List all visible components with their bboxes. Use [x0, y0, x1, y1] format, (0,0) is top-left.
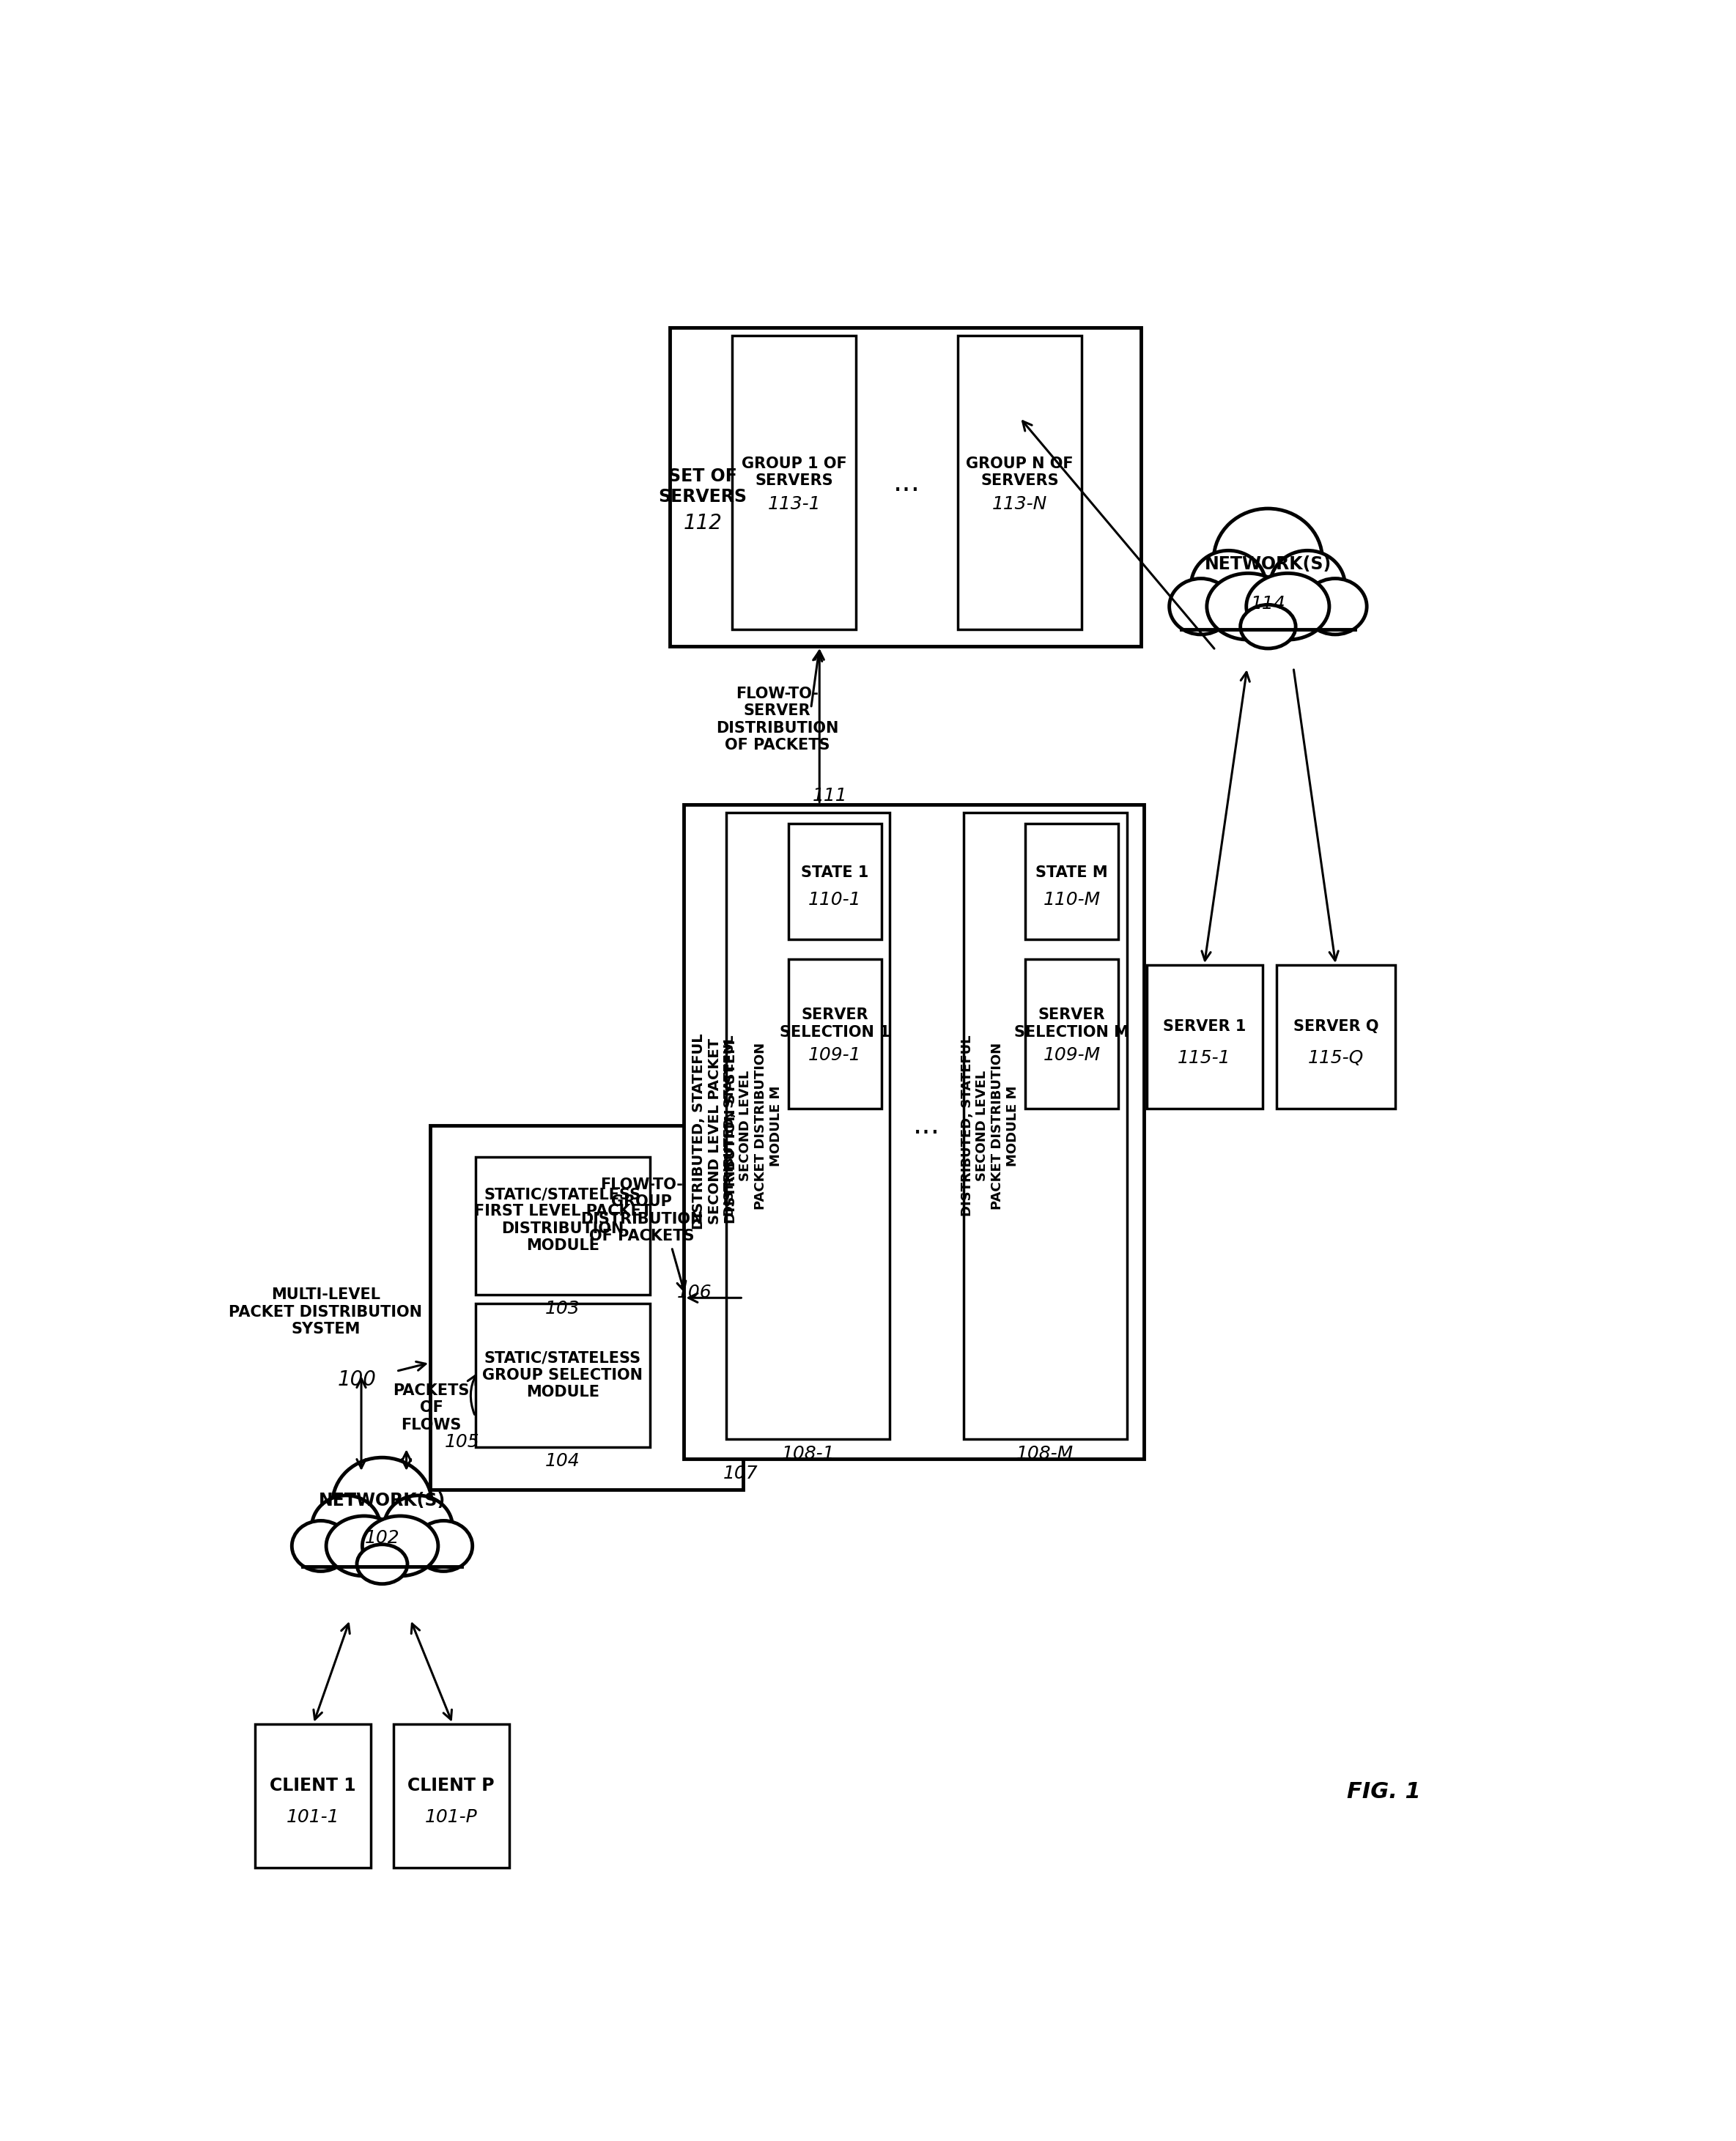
- Text: SET OF
SERVERS: SET OF SERVERS: [658, 467, 746, 505]
- Text: 107: 107: [722, 1464, 759, 1482]
- Text: MULTI-LEVEL
PACKET DISTRIBUTION
SYSTEM: MULTI-LEVEL PACKET DISTRIBUTION SYSTEM: [229, 1287, 422, 1336]
- Bar: [670, 328, 1141, 647]
- Text: 108-M: 108-M: [1017, 1445, 1075, 1462]
- Ellipse shape: [1170, 578, 1233, 634]
- Bar: [1026, 824, 1118, 940]
- Ellipse shape: [333, 1458, 432, 1550]
- Text: SERVER
SELECTION 1: SERVER SELECTION 1: [779, 1008, 891, 1041]
- Text: ...: ...: [894, 469, 920, 497]
- Bar: [1147, 966, 1262, 1109]
- Text: STATE 1: STATE 1: [800, 865, 868, 880]
- Text: 103: 103: [545, 1300, 580, 1317]
- Text: 102: 102: [365, 1529, 399, 1546]
- Text: 101-P: 101-P: [425, 1809, 477, 1826]
- Text: PACKETS
OF
FLOWS: PACKETS OF FLOWS: [392, 1383, 470, 1432]
- Text: SERVER Q: SERVER Q: [1293, 1019, 1378, 1034]
- Bar: [476, 1304, 651, 1447]
- Text: 101-1: 101-1: [286, 1809, 339, 1826]
- Text: 105: 105: [444, 1432, 479, 1449]
- Bar: [476, 1156, 651, 1295]
- Text: CLIENT P: CLIENT P: [408, 1777, 495, 1794]
- Ellipse shape: [1241, 604, 1295, 649]
- Bar: [788, 959, 882, 1109]
- Ellipse shape: [312, 1494, 380, 1559]
- Text: 113-1: 113-1: [767, 495, 821, 514]
- Text: NETWORK(S): NETWORK(S): [1205, 557, 1332, 574]
- Ellipse shape: [384, 1494, 453, 1559]
- Text: 111: 111: [812, 788, 847, 805]
- Text: 110-1: 110-1: [809, 891, 861, 908]
- Ellipse shape: [1191, 550, 1266, 621]
- Bar: [963, 814, 1127, 1439]
- Text: 106: 106: [677, 1282, 712, 1302]
- Text: NETWORK(S): NETWORK(S): [319, 1492, 446, 1509]
- Text: STATIC/STATELESS
GROUP SELECTION
MODULE: STATIC/STATELESS GROUP SELECTION MODULE: [483, 1351, 642, 1400]
- Text: FIG. 1: FIG. 1: [1347, 1781, 1420, 1803]
- Text: 104: 104: [545, 1452, 580, 1469]
- Text: 100: 100: [337, 1370, 377, 1390]
- Text: ...: ...: [913, 1111, 941, 1139]
- Ellipse shape: [1207, 574, 1290, 640]
- Bar: [255, 1724, 372, 1867]
- Text: 112: 112: [684, 514, 722, 533]
- Bar: [788, 824, 882, 940]
- Bar: [958, 336, 1082, 629]
- Text: DISTRIBUTED, STATEFUL
SECOND LEVEL PACKET
DISTRIBUTION SYSTEM: DISTRIBUTED, STATEFUL SECOND LEVEL PACKE…: [693, 1034, 738, 1229]
- Text: FLOW-TO-
SERVER
DISTRIBUTION
OF PACKETS: FLOW-TO- SERVER DISTRIBUTION OF PACKETS: [715, 687, 838, 751]
- Bar: [431, 1126, 743, 1490]
- Bar: [1026, 959, 1118, 1109]
- Ellipse shape: [415, 1520, 472, 1571]
- Ellipse shape: [1246, 574, 1330, 640]
- Text: SERVER 1: SERVER 1: [1163, 1019, 1246, 1034]
- Text: 108-1: 108-1: [781, 1445, 835, 1462]
- Text: STATE M: STATE M: [1036, 865, 1108, 880]
- Text: 115-Q: 115-Q: [1307, 1049, 1364, 1066]
- Text: 115-1: 115-1: [1177, 1049, 1231, 1066]
- Ellipse shape: [292, 1520, 349, 1571]
- Text: 110-M: 110-M: [1043, 891, 1101, 908]
- Text: SERVER
SELECTION M: SERVER SELECTION M: [1014, 1008, 1128, 1041]
- Text: FLOW-TO-
GROUP
DISTRIBUTION
OF PACKETS: FLOW-TO- GROUP DISTRIBUTION OF PACKETS: [580, 1178, 703, 1244]
- Ellipse shape: [1271, 550, 1345, 621]
- Ellipse shape: [1304, 578, 1366, 634]
- Ellipse shape: [363, 1516, 437, 1576]
- Text: GROUP 1 OF
SERVERS: GROUP 1 OF SERVERS: [741, 456, 847, 488]
- Bar: [684, 805, 1144, 1458]
- Text: DISTRIBUTED, STATEFUL
SECOND LEVEL
PACKET DISTRIBUTION
MODULE M: DISTRIBUTED, STATEFUL SECOND LEVEL PACKE…: [960, 1034, 1019, 1216]
- Bar: [1276, 966, 1396, 1109]
- Bar: [733, 336, 856, 629]
- Text: 109-M: 109-M: [1043, 1047, 1101, 1064]
- Text: 109-1: 109-1: [809, 1047, 861, 1064]
- Text: 114: 114: [1250, 595, 1285, 612]
- Text: GROUP N OF
SERVERS: GROUP N OF SERVERS: [965, 456, 1073, 488]
- Ellipse shape: [326, 1516, 403, 1576]
- Text: DISTRIBUTED, STATEFUL
SECOND LEVEL
PACKET DISTRIBUTION
MODULE M: DISTRIBUTED, STATEFUL SECOND LEVEL PACKE…: [724, 1034, 783, 1216]
- Ellipse shape: [358, 1544, 408, 1584]
- Bar: [726, 814, 891, 1439]
- Ellipse shape: [1213, 510, 1323, 610]
- Text: 113-N: 113-N: [993, 495, 1047, 514]
- Bar: [394, 1724, 509, 1867]
- Text: CLIENT 1: CLIENT 1: [269, 1777, 356, 1794]
- Text: STATIC/STATELESS
FIRST LEVEL PACKET
DISTRIBUTION
MODULE: STATIC/STATELESS FIRST LEVEL PACKET DIST…: [474, 1186, 651, 1252]
